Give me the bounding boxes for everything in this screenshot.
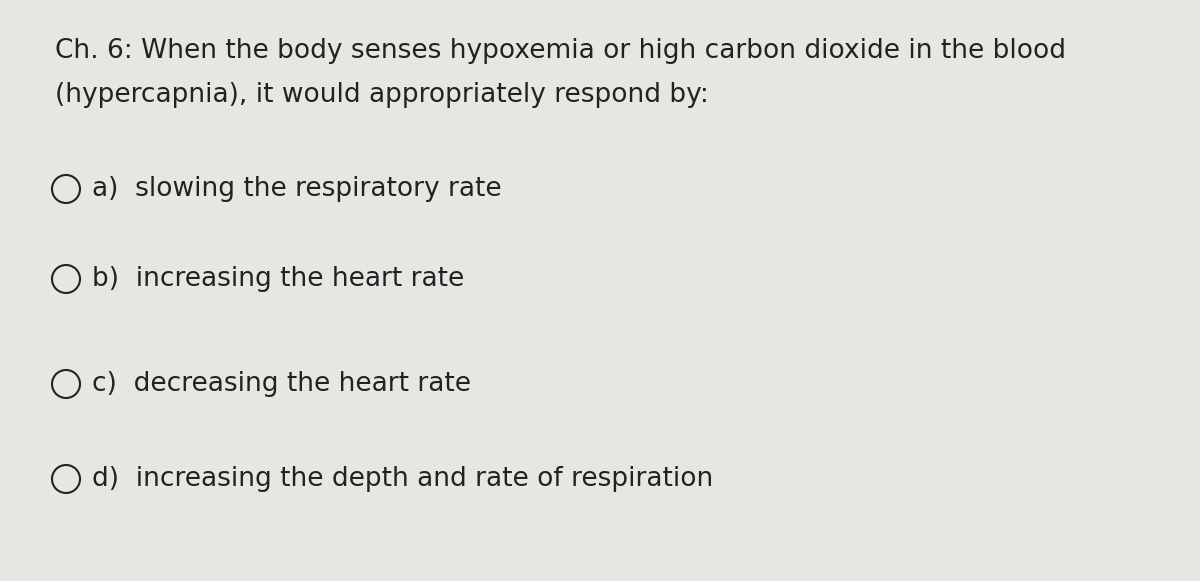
- Text: (hypercapnia), it would appropriately respond by:: (hypercapnia), it would appropriately re…: [55, 82, 709, 108]
- Text: a)  slowing the respiratory rate: a) slowing the respiratory rate: [92, 176, 502, 202]
- Text: Ch. 6: When the body senses hypoxemia or high carbon dioxide in the blood: Ch. 6: When the body senses hypoxemia or…: [55, 38, 1066, 64]
- Text: d)  increasing the depth and rate of respiration: d) increasing the depth and rate of resp…: [92, 466, 713, 492]
- Text: b)  increasing the heart rate: b) increasing the heart rate: [92, 266, 464, 292]
- Text: c)  decreasing the heart rate: c) decreasing the heart rate: [92, 371, 470, 397]
